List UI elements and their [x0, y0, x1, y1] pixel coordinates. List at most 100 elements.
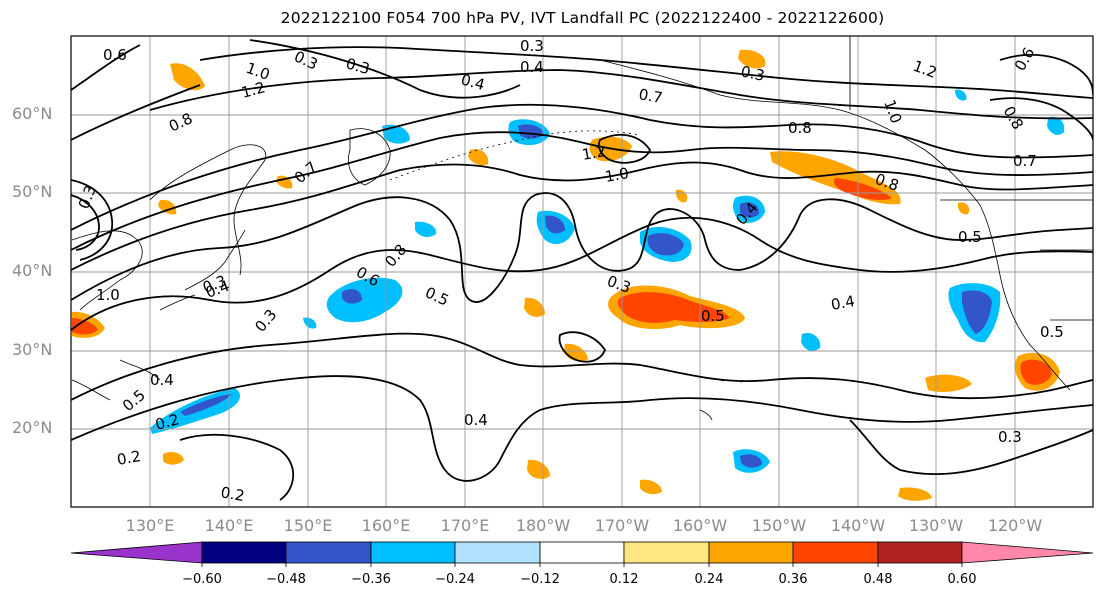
contour-label: 0.2: [153, 410, 181, 434]
lon-label-180w: 180°W: [515, 516, 571, 535]
japan-coast: [159, 229, 246, 311]
contour-line: [558, 331, 607, 363]
negative-blob: [647, 233, 684, 256]
colorbar-tick-label: 0.48: [863, 572, 893, 587]
colorbar-segment: [539, 541, 625, 564]
contour-line: [71, 194, 100, 251]
lon-label-140e: 140°E: [204, 516, 254, 535]
colorbar-segment: [70, 541, 203, 564]
lat-lon-grid: [71, 36, 1093, 507]
positive-blob: [898, 487, 932, 501]
colorbar-tick-label: −0.36: [351, 572, 391, 587]
lat-label-60n: 60°N: [12, 104, 53, 123]
coastlines: [71, 36, 1093, 421]
colorbar-tick-label: −0.12: [520, 572, 560, 587]
contour-label: 0.8: [166, 109, 195, 135]
contour-label: 0.7: [1013, 152, 1037, 170]
positive-blob: [170, 63, 205, 91]
colorbar-segment: [285, 541, 372, 564]
negative-blob: [1047, 116, 1065, 135]
colorbar-segment: [201, 541, 287, 564]
contour-label: 1.0: [604, 164, 631, 186]
positive-blob: [158, 199, 177, 215]
lon-label-150e: 150°E: [283, 516, 333, 535]
positive-blob: [675, 189, 688, 203]
colorbar-segment: [961, 541, 1094, 564]
contour-label: 0.7: [637, 85, 664, 107]
colorbar: [70, 541, 1094, 567]
colorbar-tick-label: 0.12: [609, 572, 639, 587]
negative-blob: [801, 332, 821, 351]
contour-line: [199, 46, 1093, 99]
contour-label: 0.7: [291, 158, 321, 187]
negative-blob: [326, 277, 403, 323]
contour-label: 0.2: [116, 447, 143, 469]
contour-label: 0.5: [958, 228, 982, 246]
negative-blob: [303, 317, 317, 329]
colorbar-tick-label: −0.60: [182, 572, 222, 587]
lat-label-30n: 30°N: [12, 340, 53, 359]
positive-blob: [738, 49, 766, 69]
contour-label: 0.5: [119, 386, 149, 415]
contour-label: 1.0: [96, 286, 120, 304]
lon-label-120w: 120°W: [987, 516, 1043, 535]
lon-label-160w: 160°W: [672, 516, 728, 535]
negative-blob: [955, 89, 967, 101]
colorbar-tick-label: −0.24: [435, 572, 475, 587]
positive-blob: [833, 178, 892, 201]
pv-contours: [71, 39, 1093, 501]
positive-blob: [163, 452, 184, 465]
contour-line: [249, 39, 521, 99]
contour-label: 0.5: [701, 307, 725, 325]
contour-label: 1.2: [911, 57, 940, 82]
lon-label-170w: 170°W: [594, 516, 650, 535]
lat-label-40n: 40°N: [12, 261, 53, 280]
asia-coast: [71, 144, 267, 401]
contour-line: [71, 332, 1093, 401]
contour-line: [149, 69, 1093, 120]
positive-blob: [72, 318, 98, 335]
positive-blob: [524, 297, 545, 317]
positive-blob: [925, 374, 972, 392]
map-title: 2022122100 F054 700 hPa PV, IVT Landfall…: [280, 9, 885, 27]
contour-label: 0.3: [344, 54, 372, 78]
contour-label: 0.8: [1000, 103, 1028, 133]
positive-blob: [1020, 359, 1052, 385]
contour-label: 0.3: [291, 47, 320, 73]
contour-label: 0.3: [251, 306, 280, 336]
lon-label-150w: 150°W: [751, 516, 807, 535]
contour-line: [71, 179, 113, 261]
lon-label-140w: 140°W: [830, 516, 886, 535]
contour-label: 0.4: [459, 70, 487, 94]
negative-anomaly-shading: [150, 89, 1065, 473]
contour-label: 0.4: [150, 371, 174, 389]
negative-blob: [740, 202, 760, 218]
positive-blob: [468, 148, 489, 166]
lon-label-130w: 130°W: [908, 516, 964, 535]
negative-blob: [180, 394, 232, 416]
contour-label: 0.4: [830, 292, 857, 314]
contour-label: 0.5: [1040, 323, 1064, 341]
contour-line: [71, 216, 1093, 331]
colorbar-tick-label: 0.60: [947, 572, 977, 587]
contour-label: 0.4: [464, 411, 488, 429]
contour-line: [71, 103, 1093, 231]
positive-blob: [640, 479, 662, 495]
negative-blob: [415, 221, 437, 237]
negative-blob: [382, 124, 410, 144]
colorbar-segment: [370, 541, 456, 564]
contour-label: 1.0: [880, 97, 905, 126]
contour-label: 1.2: [239, 78, 267, 102]
contour-label: 1.2: [581, 142, 608, 164]
contour-line: [71, 161, 1093, 271]
kamchatka-coast: [348, 128, 391, 186]
alaska-coast: [599, 59, 926, 151]
contour-label: 0.2: [219, 483, 246, 505]
contour-label: 0.3: [75, 183, 100, 212]
negative-blob: [962, 290, 992, 334]
contour-label: 0.3: [739, 62, 766, 85]
colorbar-segment: [792, 541, 879, 564]
contour-line: [597, 133, 652, 164]
contour-label: 0.5: [422, 283, 451, 309]
colorbar-segment: [877, 541, 963, 564]
